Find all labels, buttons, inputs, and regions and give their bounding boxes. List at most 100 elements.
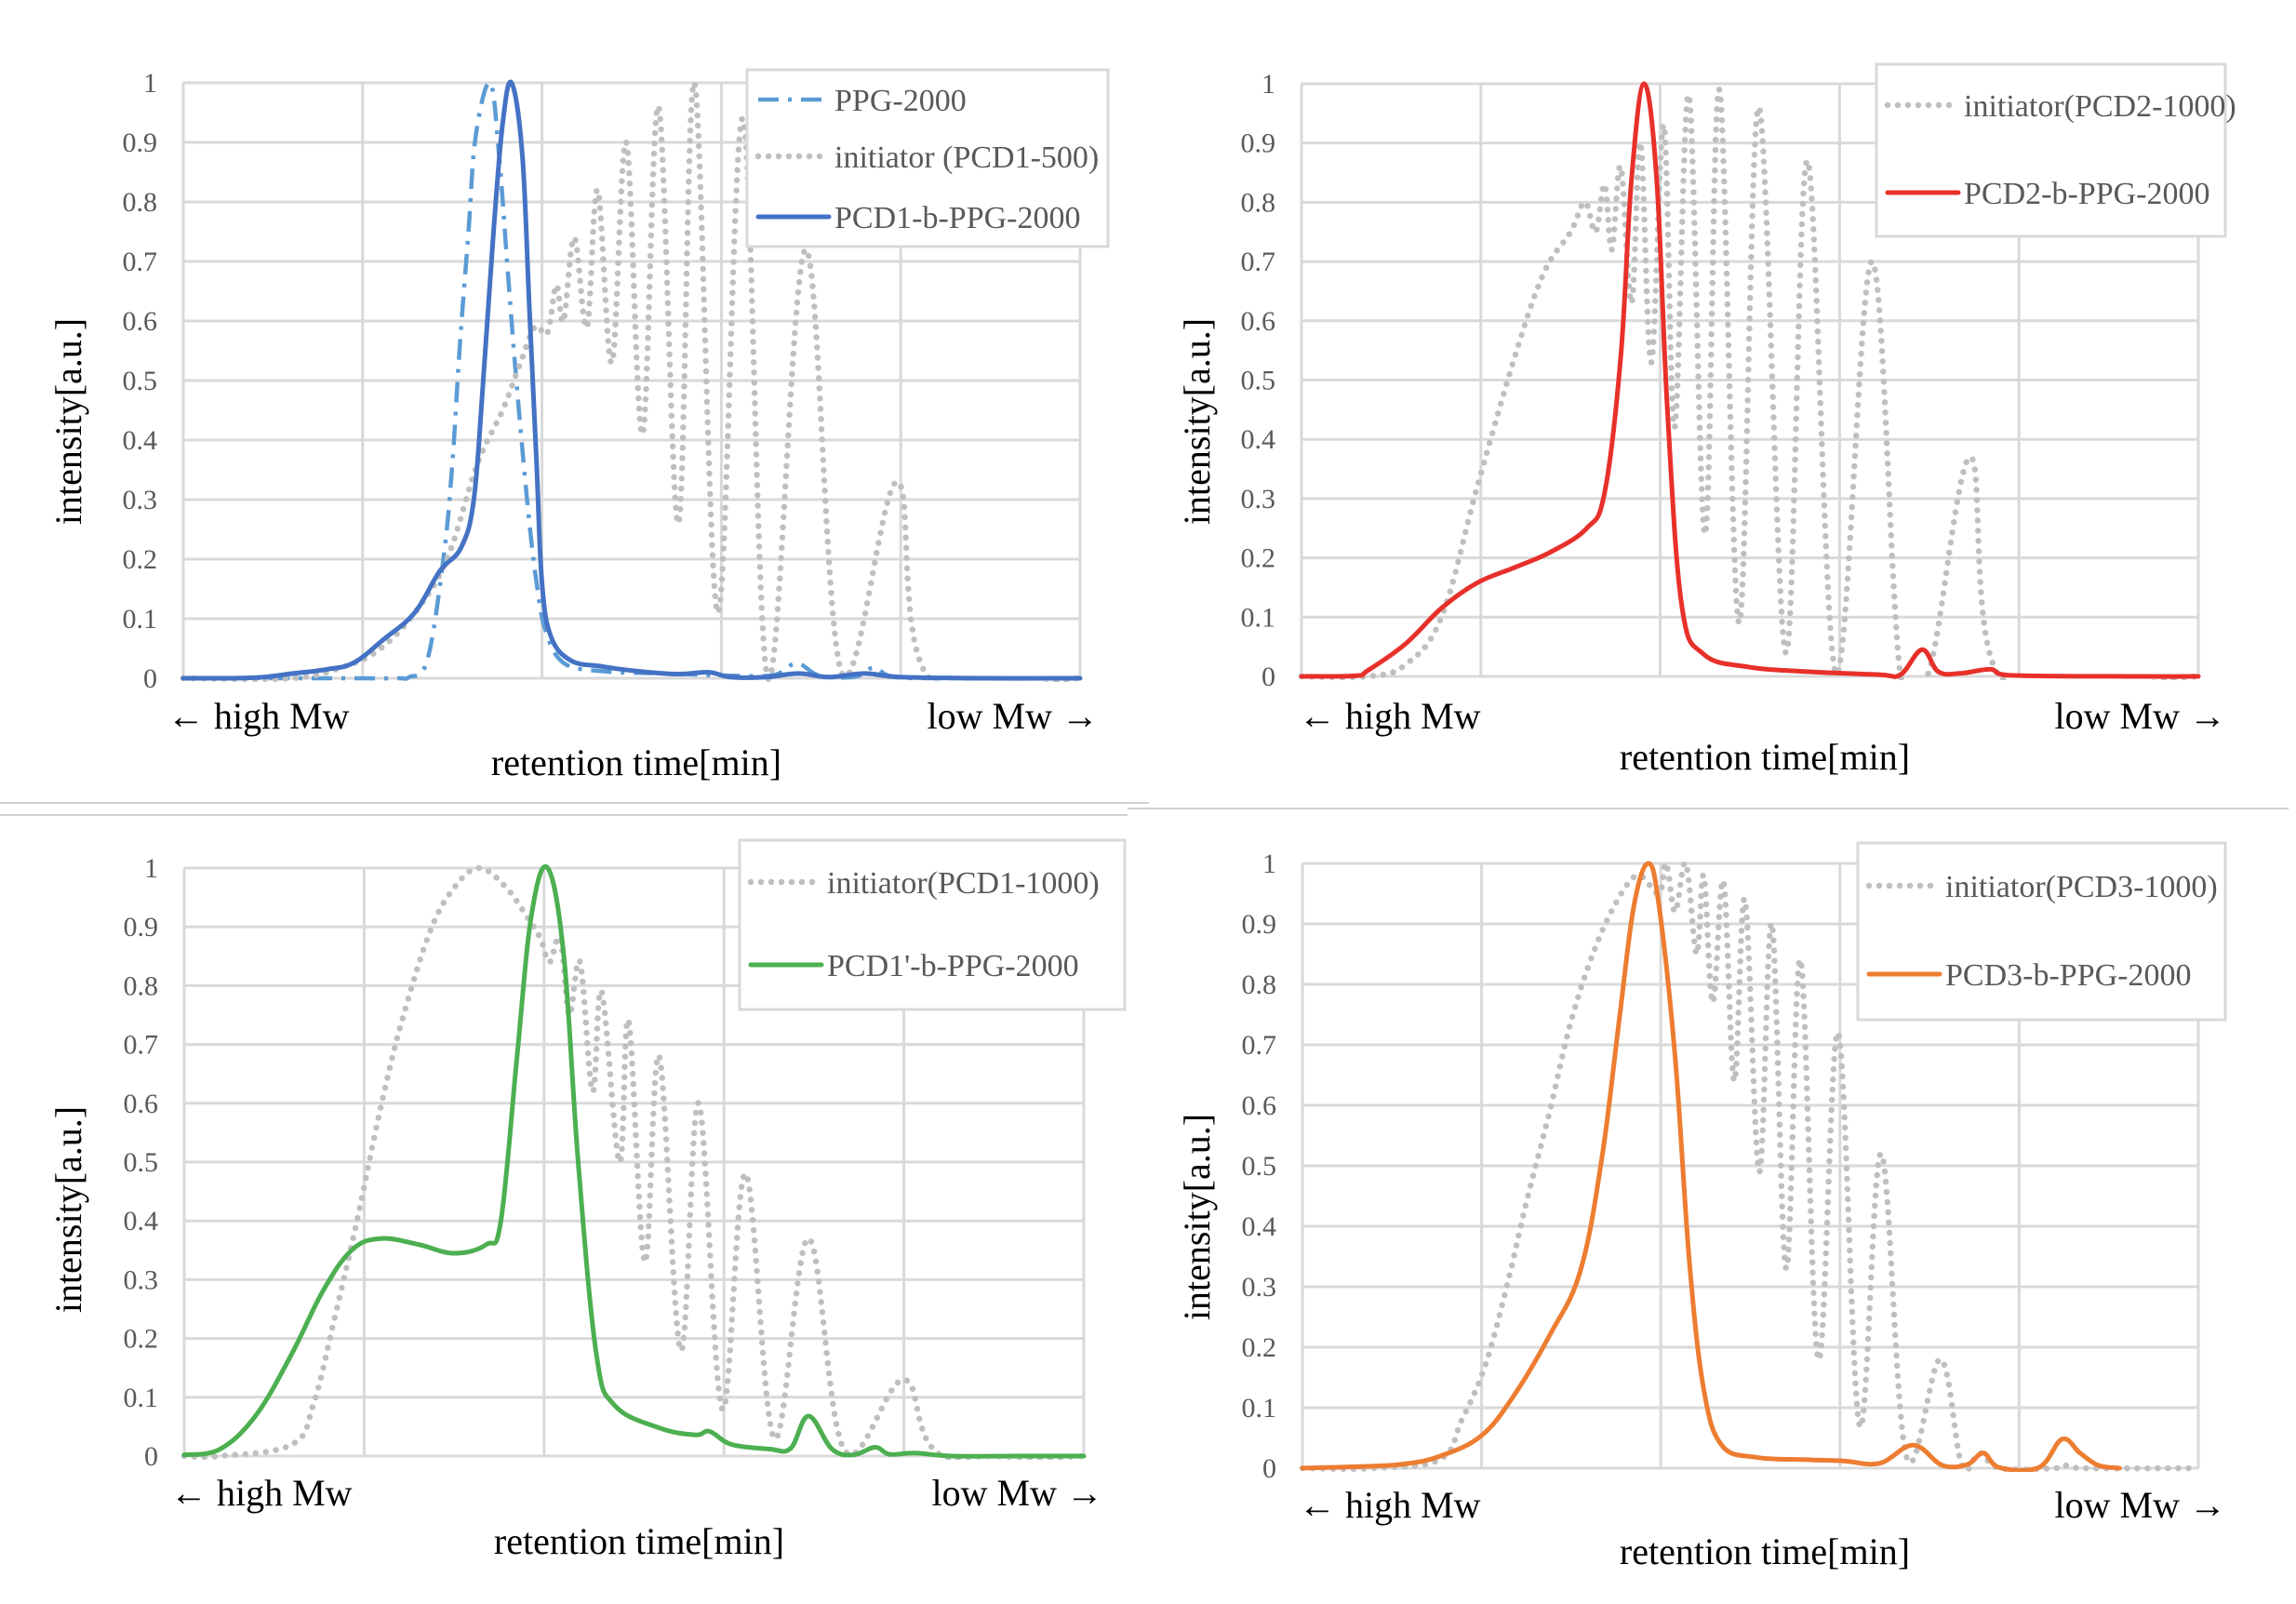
- y-tick-label: 1: [1262, 849, 1276, 879]
- legend-label: initiator(PCD3-1000): [1945, 870, 2218, 904]
- legend-label: PCD1'-b-PPG-2000: [827, 949, 1079, 983]
- chart-bottom-right: 0 0.1 0.2 0.3 0.4 0.5 0.6 0.7 0.8 0.9 1 initiator(P…: [1176, 841, 2227, 1572]
- legend: initiator(PCD3-1000) PCD3-b-PPG-2000: [1856, 841, 2227, 1022]
- legend: initiator(PCD2-1000) PCD2-b-PPG-2000: [1875, 62, 2236, 238]
- high-mw-label: ← high Mw: [1299, 695, 1481, 737]
- legend-label: PCD2-b-PPG-2000: [1964, 177, 2209, 211]
- legend-item: initiator(PCD2-1000): [1884, 89, 2236, 124]
- low-mw-label: low Mw →: [2055, 695, 2226, 737]
- panel-separators: [0, 802, 2289, 816]
- y-tick-label: 0: [144, 1441, 158, 1472]
- y-tick-labels: 0 0.1 0.2 0.3 0.4 0.5 0.6 0.7 0.8 0.9 1: [124, 853, 159, 1472]
- y-tick-labels: 0 0.1 0.2 0.3 0.4 0.5 0.6 0.7 0.8 0.9 1: [123, 68, 158, 694]
- legend: initiator(PCD1-1000) PCD1'-b-PPG-2000: [738, 838, 1127, 1011]
- y-axis-title: intensity[a.u.]: [47, 1106, 89, 1313]
- series-line-initiator-pcd1-500: [180, 79, 1084, 682]
- y-tick-label: 0.6: [1242, 1090, 1277, 1121]
- y-tick-label: 0.3: [1241, 484, 1276, 515]
- series-line-pcd1-b-ppg-2000: [181, 863, 1087, 1459]
- y-tick-label: 0: [1262, 1453, 1276, 1484]
- series-lines: [180, 863, 1088, 1460]
- legend-label: PPG-2000: [834, 84, 967, 118]
- axis-labels: intensity[a.u.] ← high Mw low Mw → retentio…: [1176, 318, 2226, 778]
- legend: PPG-2000 initiator (PCD1-500) PCD1-b-PPG-2…: [745, 68, 1110, 248]
- low-mw-label: low Mw →: [2055, 1484, 2226, 1526]
- y-tick-label: 0: [143, 663, 157, 694]
- y-tick-label: 0.2: [1241, 543, 1276, 574]
- legend-label: PCD3-b-PPG-2000: [1945, 958, 2191, 993]
- axis-labels: intensity[a.u.] ← high Mw low Mw → retentio…: [47, 318, 1099, 783]
- series-line-pcd1-b-ppg-2000: [180, 79, 1083, 681]
- legend-box: [1875, 62, 2227, 238]
- y-tick-label: 0.7: [123, 247, 158, 277]
- legend-item: PCD1'-b-PPG-2000: [748, 949, 1079, 983]
- low-mw-label: low Mw →: [932, 1472, 1103, 1514]
- y-axis-title: intensity[a.u.]: [47, 318, 89, 525]
- chart-bottom-left: 0 0.1 0.2 0.3 0.4 0.5 0.6 0.7 0.8 0.9 1 initiator(P…: [47, 838, 1127, 1562]
- y-axis-title: intensity[a.u.]: [1176, 1114, 1218, 1320]
- y-tick-label: 0.2: [1242, 1332, 1277, 1363]
- high-mw-label: ← high Mw: [170, 1472, 353, 1514]
- y-tick-label: 0.4: [124, 1206, 159, 1236]
- chart-top-left: 0 0.1 0.2 0.3 0.4 0.5 0.6 0.7 0.8 0.9 1 PPG-2000 ini…: [47, 68, 1110, 783]
- y-tick-label: 0.8: [123, 187, 158, 218]
- series-line-initiator-pcd3-1000: [1299, 860, 2202, 1472]
- y-tick-labels: 0 0.1 0.2 0.3 0.4 0.5 0.6 0.7 0.8 0.9 1: [1242, 849, 1277, 1484]
- y-tick-label: 0.7: [1241, 247, 1276, 277]
- y-tick-label: 0.4: [1242, 1211, 1277, 1242]
- legend-item: PCD2-b-PPG-2000: [1885, 177, 2209, 211]
- y-tick-label: 0.9: [123, 127, 158, 158]
- legend-box: [1856, 841, 2227, 1022]
- y-tick-label: 0.6: [124, 1089, 159, 1119]
- y-tick-label: 0.4: [1241, 424, 1276, 455]
- x-axis-title: retention time[min]: [494, 1520, 784, 1562]
- y-tick-label: 0.1: [124, 1383, 159, 1413]
- y-tick-label: 0.1: [123, 604, 158, 635]
- y-tick-label: 0.8: [124, 970, 159, 1001]
- legend-item: initiator (PCD1-500): [754, 140, 1099, 175]
- series-line-pcd2-b-ppg-2000: [1299, 81, 2201, 679]
- series-lines: [1298, 81, 2202, 680]
- legend-item: PPG-2000: [758, 84, 967, 118]
- y-tick-label: 1: [143, 68, 157, 99]
- legend-label: PCD1-b-PPG-2000: [834, 201, 1080, 235]
- legend-item: initiator(PCD3-1000): [1865, 870, 2218, 904]
- y-tick-label: 0.5: [1241, 366, 1276, 396]
- y-tick-label: 0.7: [124, 1030, 159, 1061]
- y-tick-labels: 0 0.1 0.2 0.3 0.4 0.5 0.6 0.7 0.8 0.9 1: [1241, 69, 1276, 692]
- y-tick-label: 0.6: [123, 306, 158, 337]
- y-tick-label: 0.3: [1242, 1272, 1277, 1303]
- x-axis-title: retention time[min]: [491, 742, 781, 783]
- high-mw-label: ← high Mw: [167, 695, 350, 737]
- y-tick-label: 0.4: [123, 425, 158, 456]
- y-tick-label: 0.8: [1242, 969, 1277, 1000]
- y-tick-label: 1: [1261, 69, 1275, 100]
- y-tick-label: 0: [1261, 662, 1275, 692]
- y-tick-label: 0.9: [124, 912, 159, 942]
- gridlines: [182, 866, 1086, 1458]
- legend-label: initiator (PCD1-500): [834, 140, 1099, 175]
- series-lines: [180, 79, 1084, 682]
- series-lines: [1299, 860, 2202, 1472]
- y-tick-label: 0.3: [124, 1264, 159, 1295]
- legend-box: [738, 838, 1127, 1011]
- y-tick-label: 0.1: [1242, 1393, 1277, 1424]
- y-tick-label: 0.1: [1241, 602, 1276, 633]
- y-tick-label: 0.8: [1241, 187, 1276, 218]
- x-axis-title: retention time[min]: [1620, 736, 1910, 778]
- series-line-initiator-pcd2-1000: [1298, 87, 2202, 680]
- axis-labels: intensity[a.u.] ← high Mw low Mw → retentio…: [47, 1106, 1103, 1562]
- legend-item: initiator(PCD1-1000): [747, 866, 1100, 901]
- low-mw-label: low Mw →: [928, 695, 1099, 737]
- y-tick-label: 0.2: [124, 1324, 159, 1355]
- series-line-ppg-2000: [183, 80, 1081, 681]
- series-line-initiator-pcd1-1000: [180, 864, 1088, 1460]
- legend-item: PCD1-b-PPG-2000: [755, 201, 1080, 235]
- y-tick-label: 0.2: [123, 544, 158, 575]
- y-tick-label: 0.3: [123, 485, 158, 515]
- x-axis-title: retention time[min]: [1620, 1530, 1910, 1572]
- gridlines: [181, 81, 1082, 680]
- y-tick-label: 0.5: [124, 1147, 159, 1178]
- chart-top-right: 0 0.1 0.2 0.3 0.4 0.5 0.6 0.7 0.8 0.9 1 initiator(P…: [1176, 62, 2236, 778]
